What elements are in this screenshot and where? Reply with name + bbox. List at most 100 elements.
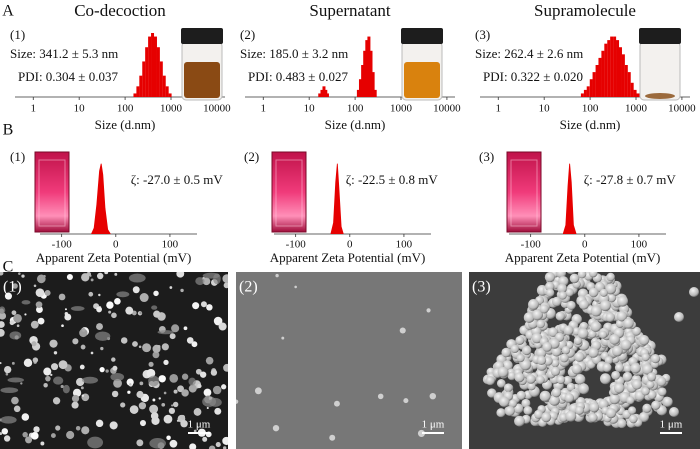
particle (189, 443, 197, 449)
particle (417, 429, 426, 437)
particle (20, 382, 23, 385)
particle (12, 283, 18, 289)
scale-bar-label: 1 μm (188, 419, 211, 431)
particle (180, 288, 184, 293)
particle (33, 426, 40, 433)
bar (358, 79, 362, 97)
sem-image (469, 272, 700, 449)
particle (169, 439, 178, 448)
particle (64, 313, 72, 321)
particle (200, 301, 207, 308)
particle (138, 402, 147, 410)
particle (64, 308, 67, 311)
bar (168, 93, 172, 97)
particle (197, 383, 202, 389)
particle (45, 375, 51, 382)
debris (202, 396, 217, 407)
chart-title: Supramolecule (534, 1, 636, 20)
bar (136, 86, 140, 97)
particle (199, 371, 207, 378)
sem-image (236, 272, 462, 449)
particle (158, 397, 161, 400)
sphere (508, 399, 518, 408)
sphere (674, 312, 684, 322)
x-tick-label: 100 (631, 239, 648, 251)
particle (21, 413, 30, 421)
particle (161, 343, 169, 351)
particle (81, 327, 86, 332)
sphere (662, 396, 673, 407)
sphere (559, 353, 569, 363)
sphere (604, 356, 613, 365)
particle (186, 337, 194, 344)
particle (96, 306, 102, 313)
particle (1, 428, 9, 435)
particle (66, 430, 75, 440)
vial-liquid (404, 62, 440, 98)
chart-title: Co-decoction (74, 1, 166, 20)
sphere (497, 366, 509, 378)
sphere (626, 396, 635, 405)
sphere (520, 359, 532, 371)
particle (61, 324, 64, 328)
particle (113, 378, 122, 388)
debris (53, 376, 64, 385)
particle (215, 442, 221, 448)
x-tick-label: 100 (162, 239, 179, 251)
particle (25, 436, 33, 444)
particle (4, 365, 12, 374)
particle (114, 272, 118, 276)
bar (633, 89, 637, 97)
vial-glass (639, 41, 681, 101)
sphere (514, 372, 525, 383)
particle (50, 433, 56, 439)
sphere (510, 344, 519, 354)
bar (324, 89, 328, 97)
debris (195, 277, 205, 286)
particle (9, 320, 15, 326)
particle (180, 414, 186, 420)
sem-label: (3) (472, 279, 491, 296)
sphere (526, 374, 536, 384)
particle (114, 297, 121, 305)
particle (173, 389, 178, 394)
particle (206, 406, 209, 410)
x-tick-label: 10000 (668, 103, 696, 115)
sphere (545, 288, 555, 298)
bar (318, 93, 322, 97)
particle (11, 396, 19, 405)
particle (31, 341, 37, 347)
x-tick-label: 1000 (390, 103, 413, 115)
annotation: PDI: 0.322 ± 0.020 (483, 69, 583, 84)
debris (213, 273, 221, 285)
x-tick-label: 1 (261, 103, 267, 115)
bar (148, 36, 152, 97)
sphere (647, 372, 657, 382)
sphere (571, 363, 582, 375)
particle (13, 405, 21, 413)
debris (128, 273, 146, 283)
bar (371, 72, 375, 97)
sphere (650, 354, 661, 364)
bar (363, 50, 367, 97)
bar (365, 40, 369, 97)
particle (129, 405, 139, 414)
particle (172, 401, 179, 408)
sphere (507, 371, 517, 381)
bar (369, 50, 373, 97)
debris (149, 438, 166, 449)
sphere (536, 319, 546, 329)
particle (33, 284, 37, 288)
sphere (501, 347, 511, 358)
particle (139, 420, 147, 427)
particle (80, 386, 84, 390)
particle (236, 399, 239, 404)
particle (171, 404, 174, 407)
bar (592, 72, 596, 97)
peak-area (562, 163, 577, 235)
debris (95, 331, 111, 341)
particle (72, 338, 79, 345)
bar (153, 36, 157, 97)
particle (195, 368, 202, 375)
particle (95, 419, 104, 428)
